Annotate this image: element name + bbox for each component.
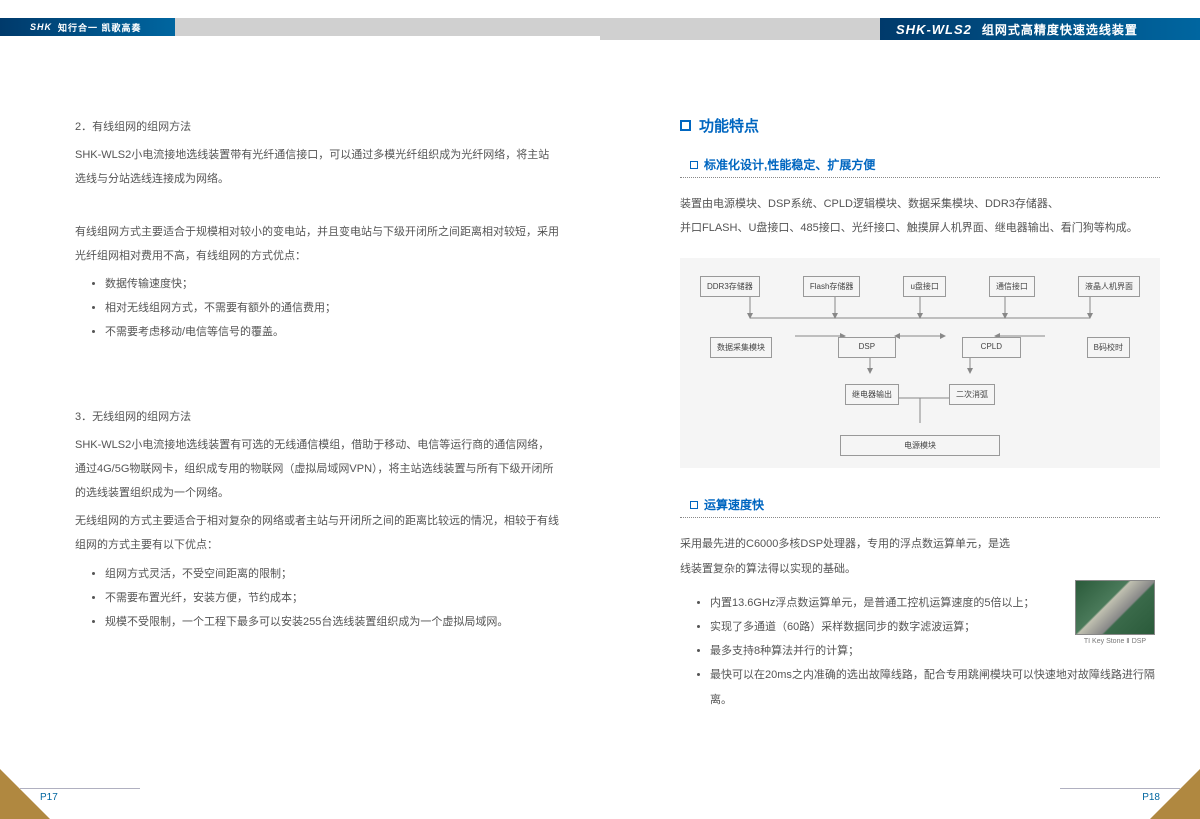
list-item: 不需要布置光纤，安装方便，节约成本； <box>105 586 560 610</box>
page-spread: SHK 知行合一 凯歌高奏 2．有线组网的组网方法 SHK-WLS2小电流接地选… <box>0 0 1200 819</box>
section-3-p2: 无线组网的方式主要适合于相对复杂的网络或者主站与开闭所之间的距离比较远的情况，相… <box>75 509 560 557</box>
brand-text: SHK <box>30 22 52 32</box>
diagram-box: u盘接口 <box>903 276 945 297</box>
square-bullet-icon <box>690 161 698 169</box>
diagram-box: 继电器输出 <box>845 384 899 405</box>
sub1-body: 装置由电源模块、DSP系统、CPLD逻辑模块、数据采集模块、DDR3存储器、 并… <box>680 192 1160 240</box>
sub-heading-2-text: 运算速度快 <box>704 496 764 513</box>
diagram-box: 电源模块 <box>840 435 1000 456</box>
chip-caption: TI Key Stone Ⅱ DSP <box>1070 637 1160 645</box>
page-right: SHK-WLS2 组网式高精度快速选线装置 功能特点 标准化设计,性能稳定、扩展… <box>600 0 1200 819</box>
diagram-box: DDR3存储器 <box>700 276 760 297</box>
sub-heading-2: 运算速度快 <box>690 496 1160 513</box>
left-content: 2．有线组网的组网方法 SHK-WLS2小电流接地选线装置带有光纤通信接口，可以… <box>75 115 560 634</box>
left-header-stripe <box>175 18 600 36</box>
diagram-box: 液晶人机界面 <box>1078 276 1140 297</box>
sub1-p2: 并口FLASH、U盘接口、485接口、光纤接口、触摸屏人机界面、继电器输出、看门… <box>680 216 1160 240</box>
section-2-p1: SHK-WLS2小电流接地选线装置带有光纤通信接口，可以通过多模光纤组织成为光纤… <box>75 143 560 191</box>
square-bullet-icon <box>680 120 691 131</box>
list-item: 不需要考虑移动/电信等信号的覆盖。 <box>105 320 560 344</box>
sub2-body: 采用最先进的C6000多核DSP处理器，专用的浮点数运算单元，是选 线装置复杂的… <box>680 532 1160 580</box>
diagram-box: 二次消弧 <box>949 384 995 405</box>
main-heading: 功能特点 <box>680 115 1160 136</box>
brand-tagline: 知行合一 凯歌高奏 <box>58 21 142 34</box>
corner-triangle-icon <box>1150 769 1200 819</box>
diagram-box: CPLD <box>962 337 1021 358</box>
diagram-box: DSP <box>838 337 896 358</box>
section-3-bullets: 组网方式灵活，不受空间距离的限制； 不需要布置光纤，安装方便，节约成本； 规模不… <box>105 562 560 635</box>
list-item: 规模不受限制，一个工程下最多可以安装255台选线装置组织成为一个虚拟局域网。 <box>105 610 560 634</box>
list-item: 相对无线组网方式，不需要有额外的通信费用； <box>105 296 560 320</box>
sub1-p1: 装置由电源模块、DSP系统、CPLD逻辑模块、数据采集模块、DDR3存储器、 <box>680 192 1160 216</box>
product-code: SHK-WLS2 <box>896 22 972 37</box>
product-subtitle: 组网式高精度快速选线装置 <box>982 21 1138 38</box>
section-2-bullets: 数据传输速度快； 相对无线组网方式，不需要有额外的通信费用； 不需要考虑移动/电… <box>105 272 560 345</box>
left-header-banner: SHK 知行合一 凯歌高奏 <box>0 18 175 36</box>
sub2-p2: 线装置复杂的算法得以实现的基础。 <box>680 557 1160 581</box>
heading-underline <box>680 517 1160 518</box>
right-content: 功能特点 标准化设计,性能稳定、扩展方便 装置由电源模块、DSP系统、CPLD逻… <box>680 115 1160 712</box>
list-item: 数据传输速度快； <box>105 272 560 296</box>
chip-thumbnail: TI Key Stone Ⅱ DSP <box>1070 580 1160 645</box>
section-2-p2: 有线组网方式主要适合于规模相对较小的变电站，并且变电站与下级开闭所之间距离相对较… <box>75 220 560 268</box>
diagram-box: B码校时 <box>1087 337 1130 358</box>
section-2-title: 2．有线组网的组网方法 <box>75 115 560 139</box>
diagram-box: 通信接口 <box>989 276 1035 297</box>
sub2-p1: 采用最先进的C6000多核DSP处理器，专用的浮点数运算单元，是选 <box>680 532 1160 556</box>
square-bullet-icon <box>690 501 698 509</box>
sub-heading-1: 标准化设计,性能稳定、扩展方便 <box>690 156 1160 173</box>
section-3-p1: SHK-WLS2小电流接地选线装置有可选的无线通信模组，借助于移动、电信等运行商… <box>75 433 560 506</box>
corner-triangle-icon <box>0 769 50 819</box>
list-item: 最快可以在20ms之内准确的选出故障线路，配合专用跳闸模块可以快速地对故障线路进… <box>710 663 1160 711</box>
right-header-banner: SHK-WLS2 组网式高精度快速选线装置 <box>880 18 1200 40</box>
main-heading-text: 功能特点 <box>699 115 759 136</box>
list-item: 组网方式灵活，不受空间距离的限制； <box>105 562 560 586</box>
page-left: SHK 知行合一 凯歌高奏 2．有线组网的组网方法 SHK-WLS2小电流接地选… <box>0 0 600 819</box>
section-3-title: 3．无线组网的组网方法 <box>75 405 560 429</box>
diagram-box: 数据采集模块 <box>710 337 772 358</box>
sub-heading-1-text: 标准化设计,性能稳定、扩展方便 <box>704 156 875 173</box>
block-diagram: DDR3存储器 Flash存储器 u盘接口 通信接口 液晶人机界面 数据采集模块… <box>680 258 1160 468</box>
right-header-stripe <box>600 18 880 40</box>
heading-underline <box>680 177 1160 178</box>
diagram-box: Flash存储器 <box>803 276 861 297</box>
chip-image <box>1075 580 1155 635</box>
